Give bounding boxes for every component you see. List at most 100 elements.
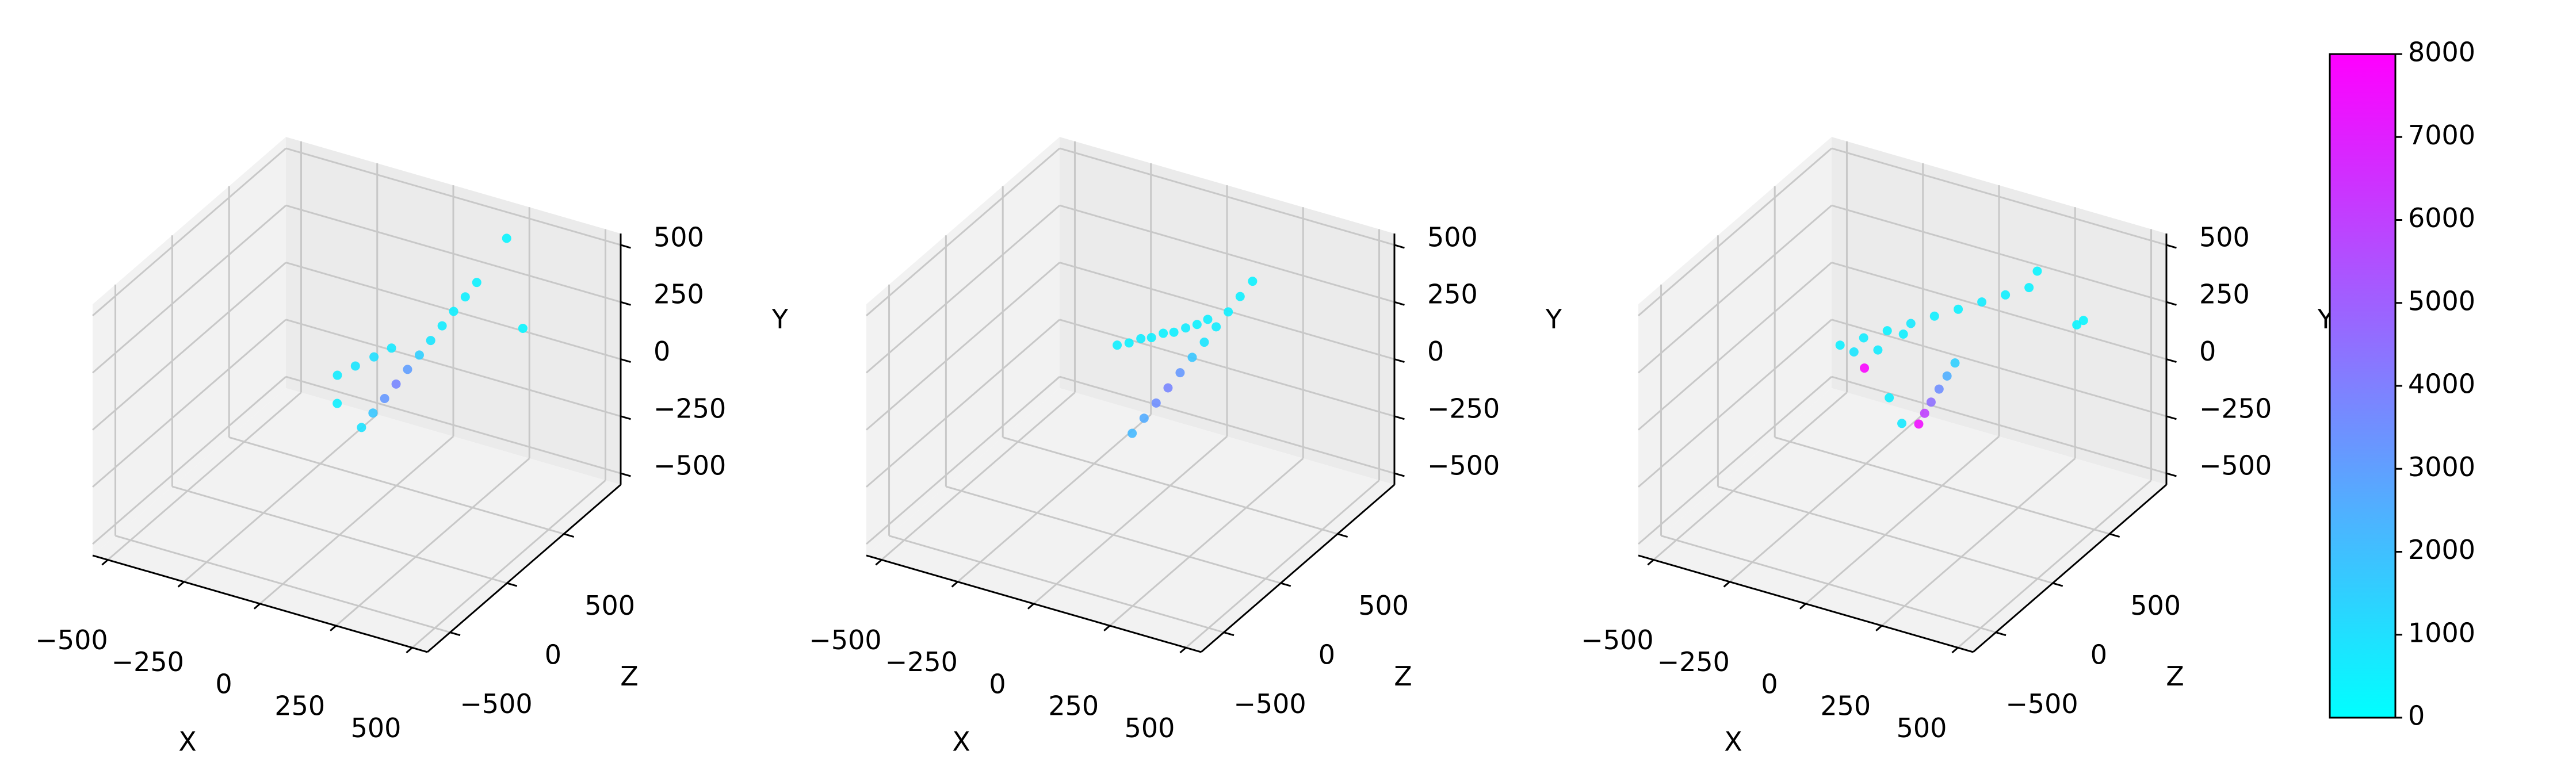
grid-line: [285, 376, 621, 474]
grid-line: [1717, 485, 2053, 584]
grid-line: [957, 413, 1152, 583]
grid-line: [115, 535, 450, 634]
x-tick-label: 500: [351, 712, 402, 744]
colorbar-tick-label: 2000: [2408, 534, 2475, 565]
point: [1926, 397, 1936, 407]
tick-mark: [1394, 244, 1405, 249]
grid-line: [866, 376, 1061, 545]
grid-line: [1831, 376, 2167, 474]
point: [1199, 338, 1209, 347]
point: [1835, 340, 1845, 350]
grid-line: [285, 147, 621, 246]
grid-line: [1831, 147, 2167, 246]
point: [1897, 419, 1907, 428]
x-tick-label: 0: [1761, 668, 1778, 699]
grid-line: [866, 319, 1061, 488]
colorbar-tick-label: 5000: [2408, 285, 2475, 316]
z-tick-label: −500: [1233, 688, 1306, 719]
grid-line: [411, 480, 606, 649]
point: [1920, 408, 1929, 418]
y-tick-label: 500: [653, 221, 704, 252]
y-tick-label: −250: [653, 393, 726, 424]
z-axis-label: Z: [2166, 661, 2184, 692]
tick-mark: [1394, 301, 1405, 306]
point: [1934, 384, 1944, 394]
grid-line: [945, 485, 1281, 584]
point: [1203, 315, 1213, 324]
point: [369, 352, 379, 362]
point: [1885, 393, 1894, 403]
z-tick-label: 500: [2130, 590, 2181, 621]
point: [1859, 333, 1868, 343]
grid-line: [1831, 319, 2167, 417]
grid-line: [1185, 480, 1380, 649]
x-tick-label: 500: [1897, 712, 1947, 744]
grid-line: [1831, 262, 2167, 360]
grid-line: [107, 392, 302, 561]
grid-line: [92, 262, 287, 431]
y-tick-label: −250: [2199, 393, 2272, 424]
point: [1248, 277, 1258, 286]
grid-line: [1881, 457, 2076, 627]
grid-line: [1661, 535, 1996, 634]
grid-line: [881, 392, 1076, 561]
point: [391, 379, 401, 389]
tick-mark: [1394, 415, 1405, 420]
x-tick-label: −500: [35, 625, 108, 656]
subplot: −500−2500250500−5000500−500−2500250500XZ…: [1581, 137, 2334, 757]
point: [2001, 290, 2011, 300]
grid-line: [1059, 319, 1395, 417]
tick-mark: [1280, 582, 1291, 587]
tick-mark: [506, 582, 518, 587]
y-tick-label: 0: [2199, 336, 2216, 367]
colorbar-tick-label: 0: [2408, 700, 2425, 731]
point: [1159, 328, 1168, 338]
y-tick-label: −250: [1427, 393, 1500, 424]
point: [1128, 428, 1137, 438]
y-tick-label: 250: [2199, 279, 2250, 310]
point: [426, 336, 435, 346]
point: [387, 343, 396, 353]
point: [380, 394, 389, 404]
z-axis-label: Z: [620, 661, 639, 692]
point: [2078, 316, 2088, 325]
tick-mark: [1394, 472, 1405, 477]
x-tick-label: 0: [989, 668, 1006, 699]
x-axis-line: [92, 554, 428, 653]
tick-mark: [177, 581, 185, 588]
point: [437, 321, 447, 331]
tick-mark: [330, 625, 337, 631]
tick-mark: [620, 415, 631, 420]
point: [1139, 413, 1149, 423]
x-tick-label: −500: [809, 625, 881, 656]
point: [332, 399, 342, 408]
grid-line: [1638, 205, 1833, 374]
grid-line: [1774, 436, 2110, 535]
z-axis-line: [1200, 484, 1395, 653]
point: [332, 370, 342, 380]
colorbar-tick-label: 7000: [2408, 120, 2475, 151]
grid-line: [866, 147, 1061, 317]
grid-line: [183, 413, 378, 583]
colorbar-tick-label: 3000: [2408, 451, 2475, 482]
tick-mark: [406, 647, 413, 654]
tick-mark: [1996, 631, 2006, 637]
grid-line: [1638, 262, 1833, 431]
tick-mark: [101, 559, 109, 566]
tick-mark: [1723, 581, 1730, 588]
point: [1929, 311, 1939, 321]
z-tick-label: −500: [460, 688, 532, 719]
grid-line: [259, 435, 454, 605]
x-tick-label: 250: [1820, 691, 1871, 722]
y-axis-label: Y: [1545, 304, 1562, 335]
grid-line: [171, 485, 507, 584]
x-tick-label: −500: [1581, 625, 1653, 656]
point: [1181, 323, 1191, 333]
grid-line: [1109, 457, 1304, 627]
x-axis-label: X: [1724, 726, 1742, 757]
colorbar-tick-label: 4000: [2408, 369, 2475, 400]
point: [368, 408, 378, 418]
z-axis-line: [426, 484, 621, 653]
point: [414, 350, 424, 360]
